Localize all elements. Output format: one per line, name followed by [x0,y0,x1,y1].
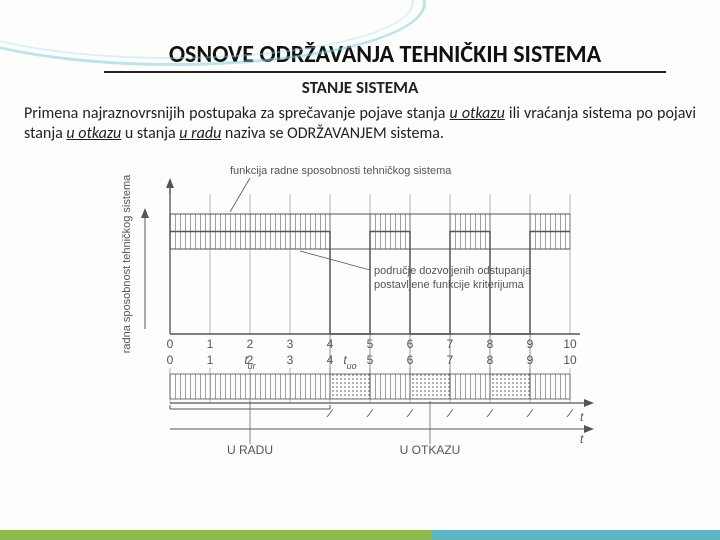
svg-text:t: t [580,410,584,424]
para-post: naziva se ODRŽAVANJEM sistema. [221,124,444,143]
svg-text:10: 10 [563,337,577,351]
para-u3: u radu [179,124,221,143]
svg-text:U RADU: U RADU [227,443,273,457]
para-pre: Primena najraznovrsnijih postupaka za sp… [24,104,450,123]
para-mid2: u stanja [121,124,179,143]
svg-text:područje dozvoljenih odstupanj: područje dozvoljenih odstupanja [374,265,532,277]
svg-text:3: 3 [287,353,294,367]
svg-text:funkcija radne sposobnosti teh: funkcija radne sposobnosti tehničkog sis… [230,165,452,177]
svg-text:U OTKAZU: U OTKAZU [400,443,461,457]
page-subtitle: STANJE SISTEMA [24,77,696,98]
para-u2: u otkazu [66,124,121,143]
svg-text:tuo: tuo [343,353,356,371]
bottom-accent-bar [0,530,720,540]
system-state-diagram: 012345678910funkcija radne sposobnosti t… [100,154,620,474]
svg-text:postavljene funkcije kriteriju: postavljene funkcije kriterijuma [374,279,525,291]
paragraph: Primena najraznovrsnijih postupaka za sp… [24,104,696,144]
svg-text:0: 0 [167,337,174,351]
svg-text:1: 1 [207,337,214,351]
svg-text:t: t [580,432,584,446]
slide-content: OSNOVE ODRŽAVANJA TEHNIČKIH SISTEMA STAN… [0,0,720,474]
svg-text:0: 0 [167,353,174,367]
svg-text:2: 2 [247,337,254,351]
para-u1: u otkazu [450,104,505,123]
svg-text:1: 1 [207,353,214,367]
svg-text:10: 10 [563,353,577,367]
svg-text:radna sposobnost tehničkog sis: radna sposobnost tehničkog sistema [121,174,133,353]
svg-text:3: 3 [287,337,294,351]
